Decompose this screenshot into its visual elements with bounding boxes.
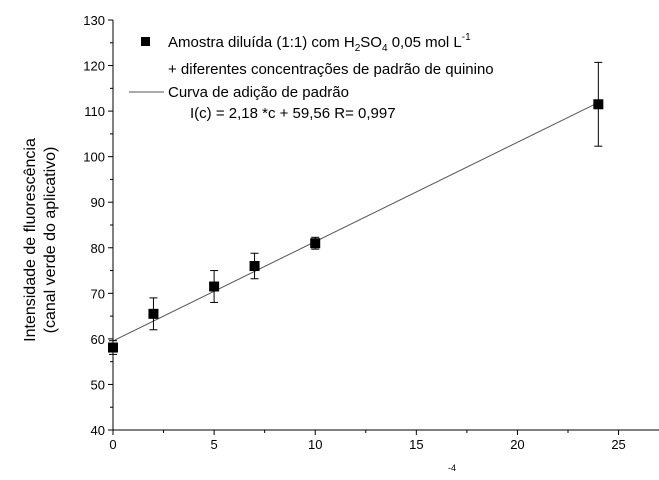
fit-line bbox=[112, 102, 599, 342]
y-tick-label: 110 bbox=[84, 104, 105, 119]
data-point bbox=[108, 342, 118, 353]
axes: 40 50 60 70 80 90 100 110 120 130 0 5 10 15 20 25 bbox=[83, 13, 659, 452]
y-tick-label: 40 bbox=[91, 423, 105, 438]
legend-points-label-sup: -1 bbox=[462, 32, 471, 43]
data-points bbox=[108, 99, 604, 353]
y-axis-label-line2: (canal verde do aplicativo) bbox=[42, 147, 59, 334]
legend-points-label-post: 0,05 mol L bbox=[388, 34, 462, 51]
legend-points-label-sub1: 2 bbox=[355, 43, 361, 54]
data-point bbox=[209, 281, 220, 292]
legend-line-label: Curva de adição de padrão bbox=[168, 84, 349, 101]
legend-points-label-sub2: 4 bbox=[382, 43, 388, 54]
data-point bbox=[148, 308, 159, 319]
x-axis-unit-fragment: -4 bbox=[448, 463, 456, 473]
legend-points-label-line2: + diferentes concentrações de padrão de … bbox=[168, 61, 494, 78]
y-tick-label: 100 bbox=[83, 150, 105, 165]
legend-equation: I(c) = 2,18 *c + 59,56 R= 0,997 bbox=[190, 105, 396, 122]
legend-points-label: Amostra diluída (1:1) com H2SO4 0,05 mol… bbox=[168, 32, 471, 54]
legend: Amostra diluída (1:1) com H2SO4 0,05 mol… bbox=[129, 32, 494, 122]
legend-points-label-pre: Amostra diluída (1:1) com H bbox=[168, 34, 355, 51]
x-tick-label: 25 bbox=[611, 437, 625, 452]
y-tick-label: 120 bbox=[83, 59, 105, 74]
x-tick-label: 15 bbox=[409, 437, 423, 452]
y-tick-label: 90 bbox=[91, 195, 105, 210]
y-tick-label: 60 bbox=[91, 332, 105, 347]
y-tick-label: 50 bbox=[91, 377, 105, 392]
x-tick-label: 10 bbox=[308, 437, 322, 452]
y-tick-label: 70 bbox=[91, 286, 105, 301]
fit-line-group bbox=[112, 102, 599, 342]
x-tick-label: 0 bbox=[109, 437, 116, 452]
legend-marker-square bbox=[141, 37, 150, 46]
y-tick-label: 80 bbox=[91, 241, 105, 256]
y-tick-label: 130 bbox=[83, 13, 105, 28]
y-axis-label-line1: Intensidade de fluorescência bbox=[22, 138, 39, 342]
data-point bbox=[593, 99, 604, 110]
legend-points-label-mid: SO bbox=[360, 34, 382, 51]
data-point bbox=[310, 238, 321, 249]
x-tick-label: 5 bbox=[210, 437, 217, 452]
x-tick-label: 20 bbox=[510, 437, 524, 452]
data-point bbox=[249, 261, 260, 271]
